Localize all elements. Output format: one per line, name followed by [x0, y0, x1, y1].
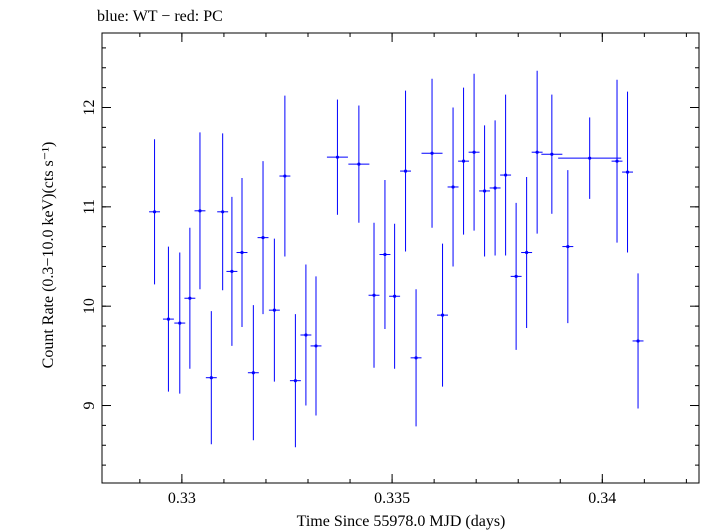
data-point — [447, 107, 459, 267]
data-point — [300, 264, 312, 406]
point-marker — [535, 150, 539, 154]
y-tick-label: 10 — [81, 298, 98, 314]
point-marker — [482, 189, 487, 193]
data-point — [421, 78, 443, 228]
point-marker — [272, 308, 276, 312]
data-point — [521, 177, 533, 329]
point-marker — [461, 159, 466, 163]
data-point — [558, 117, 622, 199]
y-tick-label: 11 — [81, 199, 98, 214]
point-marker — [550, 152, 554, 156]
point-marker — [261, 236, 265, 240]
data-point — [500, 94, 512, 256]
data-point — [226, 196, 238, 346]
data-point — [289, 314, 301, 448]
data-point — [368, 222, 380, 368]
data-point — [217, 133, 229, 291]
data-point — [622, 91, 633, 253]
point-marker — [504, 173, 508, 177]
data-point — [489, 120, 501, 256]
data-point — [562, 170, 574, 324]
data-point — [400, 90, 412, 252]
data-point — [531, 70, 543, 234]
point-marker — [493, 186, 497, 190]
point-marker — [430, 151, 434, 155]
y-axis-label: Count Rate (0.3−10.0 keV)(cts s⁻¹) — [40, 142, 57, 369]
data-point — [510, 202, 522, 350]
point-marker — [566, 244, 570, 249]
point-marker — [440, 313, 445, 317]
y-tick-label: 12 — [81, 100, 98, 116]
data-point — [236, 178, 248, 328]
data-point — [410, 289, 422, 427]
point-marker — [383, 252, 387, 257]
point-marker — [152, 210, 157, 214]
data-point — [268, 238, 280, 382]
point-marker — [283, 174, 287, 178]
point-marker — [625, 170, 630, 174]
point-marker — [393, 294, 397, 298]
data-point — [247, 305, 259, 441]
point-marker — [314, 344, 318, 348]
point-marker — [588, 156, 592, 160]
x-tick-label: 0.33 — [168, 490, 196, 507]
x-tick-label: 0.34 — [588, 490, 616, 507]
data-point — [468, 73, 480, 231]
data-point — [174, 252, 186, 394]
data-point — [194, 132, 206, 290]
point-marker — [304, 333, 308, 337]
data-point — [541, 94, 563, 214]
data-point — [348, 105, 370, 223]
axes: 0.33 0.335 0.34 9 10 11 12 — [81, 33, 699, 507]
point-marker — [636, 339, 640, 343]
data-point — [279, 95, 291, 257]
point-marker — [414, 356, 418, 360]
data-point — [389, 223, 401, 369]
data-point — [184, 227, 196, 369]
data-point — [632, 273, 644, 409]
data-point — [310, 276, 322, 416]
point-marker — [240, 250, 244, 255]
point-marker — [472, 150, 476, 154]
point-marker — [372, 293, 376, 297]
data-point — [379, 180, 391, 330]
point-marker — [230, 269, 234, 274]
point-marker — [335, 155, 340, 159]
point-marker — [188, 296, 192, 300]
data-point — [611, 79, 623, 243]
data-point — [326, 99, 348, 215]
y-tick-label: 9 — [81, 402, 98, 410]
chart-title: blue: WT − red: PC — [97, 8, 223, 25]
point-marker — [525, 250, 529, 255]
point-marker — [293, 379, 297, 383]
point-marker — [198, 209, 202, 213]
data-point — [458, 87, 470, 235]
point-marker — [251, 371, 255, 375]
data-point — [479, 125, 491, 257]
data-point — [149, 139, 161, 285]
data-points — [149, 70, 644, 448]
data-point — [257, 161, 269, 315]
x-axis-label: Time Since 55978.0 MJD (days) — [297, 513, 506, 530]
point-marker — [209, 376, 213, 380]
point-marker — [221, 210, 225, 214]
point-marker — [514, 274, 518, 278]
point-marker — [357, 162, 361, 166]
point-marker — [178, 321, 182, 325]
point-marker — [403, 169, 408, 173]
data-point — [162, 246, 174, 392]
point-marker — [166, 317, 171, 321]
point-marker — [615, 159, 619, 163]
x-tick-label: 0.335 — [374, 490, 410, 507]
plot-frame — [101, 32, 700, 484]
point-marker — [451, 185, 455, 189]
data-point — [437, 243, 449, 387]
data-point — [205, 311, 217, 445]
